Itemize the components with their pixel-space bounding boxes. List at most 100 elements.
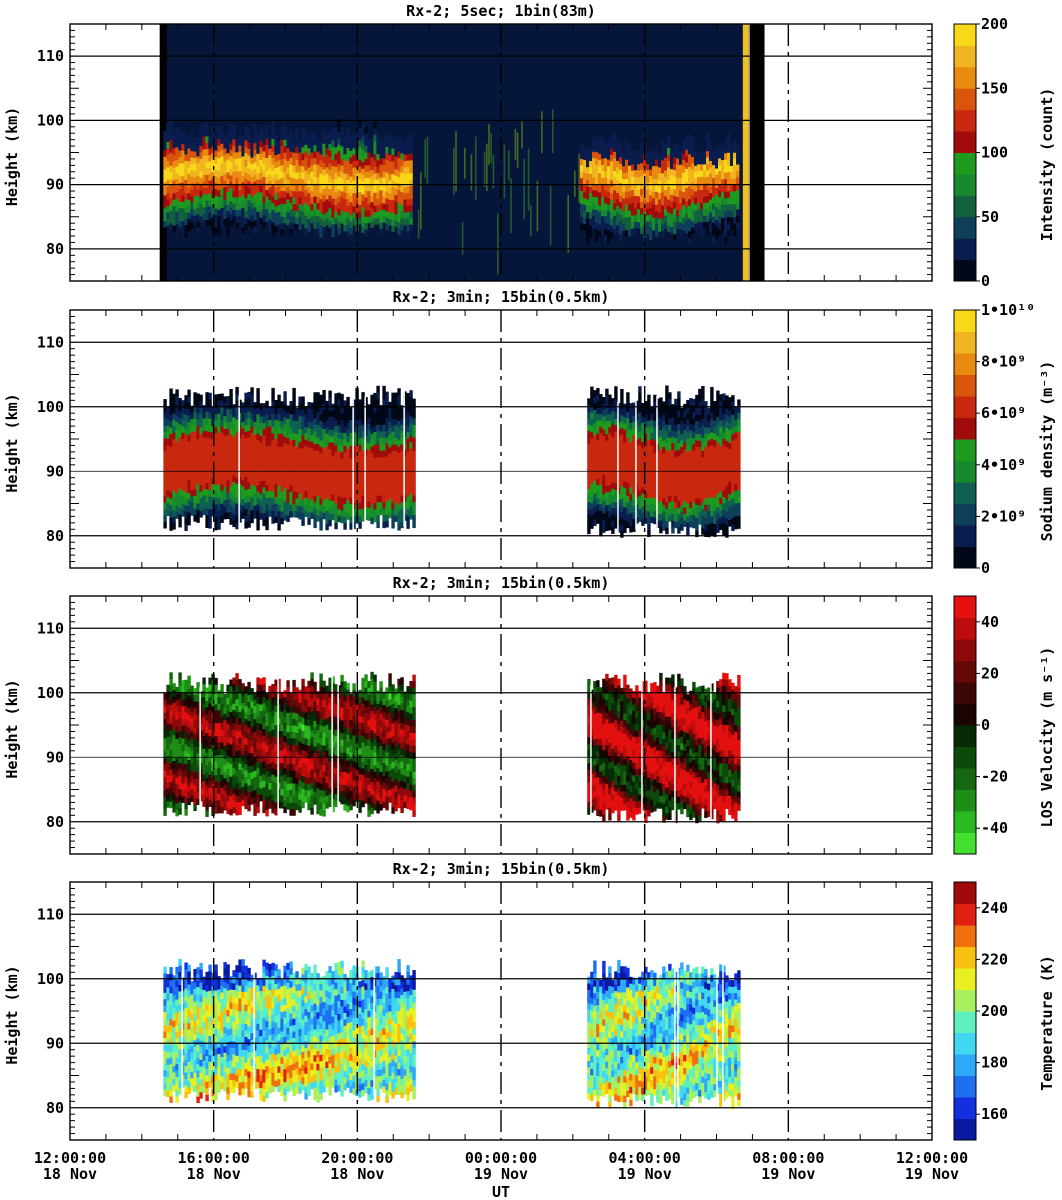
heatmap-cell	[358, 133, 362, 141]
heatmap-cell	[277, 433, 281, 441]
heatmap-cell	[700, 183, 704, 190]
heatmap-cell	[184, 231, 188, 238]
heatmap-cell	[175, 146, 179, 154]
heatmap-cell	[175, 153, 179, 161]
heatmap-cell	[268, 432, 272, 440]
heatmap-cell	[658, 192, 662, 200]
heatmap-cell	[659, 494, 663, 502]
heatmap-cell	[614, 470, 618, 477]
heatmap-cell	[253, 149, 257, 157]
heatmap-cell	[397, 151, 401, 158]
heatmap-cell	[679, 183, 683, 191]
heatmap-cell	[196, 483, 200, 491]
heatmap-cell	[379, 488, 383, 496]
heatmap-cell	[604, 170, 608, 178]
heatmap-cell	[274, 496, 278, 504]
heatmap-cell	[271, 222, 275, 229]
heatmap-cell	[682, 165, 686, 173]
heatmap-cell	[620, 492, 624, 500]
heatmap-cell	[593, 519, 597, 527]
heatmap-cell	[595, 215, 599, 223]
heatmap-cell	[712, 216, 716, 223]
heatmap-cell	[298, 145, 302, 153]
heatmap-cell	[340, 146, 344, 153]
heatmap-cell	[328, 455, 332, 462]
heatmap-cell	[331, 230, 335, 238]
heatmap-cell	[686, 445, 690, 452]
heatmap-cell	[352, 522, 356, 529]
heatmap-cell	[601, 196, 605, 204]
heatmap-cell	[340, 451, 344, 459]
heatmap-cell	[166, 128, 170, 136]
heatmap-cell	[640, 188, 644, 196]
heatmap-cell	[289, 202, 293, 210]
heatmap-cell	[406, 211, 410, 219]
heatmap-cell	[388, 492, 392, 499]
heatmap-cell	[664, 221, 668, 229]
heatmap-cell	[614, 515, 618, 523]
heatmap-cell	[220, 458, 224, 465]
heatmap-cell	[734, 496, 738, 504]
heatmap-cell	[736, 196, 740, 204]
heatmap-cell	[677, 404, 681, 412]
heatmap-cell	[385, 423, 389, 431]
heatmap-cell	[685, 136, 689, 144]
heatmap-cell	[169, 401, 173, 409]
heatmap-cell	[704, 478, 708, 486]
heatmap-cell	[644, 433, 648, 441]
heatmap-cell	[250, 202, 254, 210]
heatmap-cell	[679, 151, 683, 159]
heatmap-cell	[229, 511, 233, 519]
heatmap-cell	[340, 178, 344, 185]
heatmap-cell	[334, 425, 338, 433]
heatmap-cell	[367, 152, 371, 159]
heatmap-cell	[734, 464, 738, 472]
heatmap-cell	[232, 410, 236, 418]
heatmap-cell	[671, 526, 675, 534]
heatmap-cell	[205, 495, 209, 503]
heatmap-cell	[301, 454, 305, 462]
heatmap-cell	[667, 199, 671, 206]
heatmap-cell	[737, 431, 741, 439]
heatmap-cell	[734, 509, 738, 517]
heatmap-cell	[593, 454, 597, 462]
heatmap-cell	[613, 183, 617, 191]
heatmap-cell	[295, 465, 299, 473]
heatmap-cell	[698, 440, 702, 448]
colorbar-swatch	[954, 173, 976, 196]
heatmap-cell	[700, 221, 704, 229]
heatmap-cell	[604, 164, 608, 172]
heatmap-cell	[322, 226, 326, 234]
heatmap-cell	[710, 515, 714, 523]
heatmap-cell	[202, 155, 206, 163]
heatmap-cell	[620, 434, 624, 441]
weak-signal-stripe	[508, 150, 510, 181]
heatmap-cell	[214, 504, 218, 511]
heatmap-cell	[391, 450, 395, 458]
heatmap-cell	[680, 440, 684, 447]
heatmap-cell	[292, 503, 296, 511]
heatmap-cell	[635, 400, 639, 408]
heatmap-cell	[238, 151, 242, 159]
heatmap-cell	[271, 503, 275, 511]
heatmap-cell	[352, 425, 356, 433]
heatmap-cell	[304, 170, 308, 177]
heatmap-cell	[208, 212, 212, 220]
heatmap-cell	[593, 480, 597, 488]
heatmap-cell	[640, 162, 644, 170]
heatmap-cell	[289, 144, 293, 152]
heatmap-cell	[166, 406, 170, 413]
heatmap-cell	[712, 190, 716, 198]
heatmap-cell	[244, 457, 248, 465]
heatmap-cell	[403, 199, 407, 207]
heatmap-cell	[328, 480, 332, 488]
heatmap-cell	[271, 452, 275, 460]
heatmap-cell	[623, 474, 627, 482]
heatmap-cell	[313, 183, 317, 191]
heatmap-cell	[172, 496, 176, 504]
heatmap-cell	[214, 150, 218, 158]
heatmap-cell	[277, 147, 281, 154]
heatmap-cell	[662, 478, 666, 486]
heatmap-cell	[403, 481, 407, 489]
heatmap-cell	[313, 463, 317, 471]
